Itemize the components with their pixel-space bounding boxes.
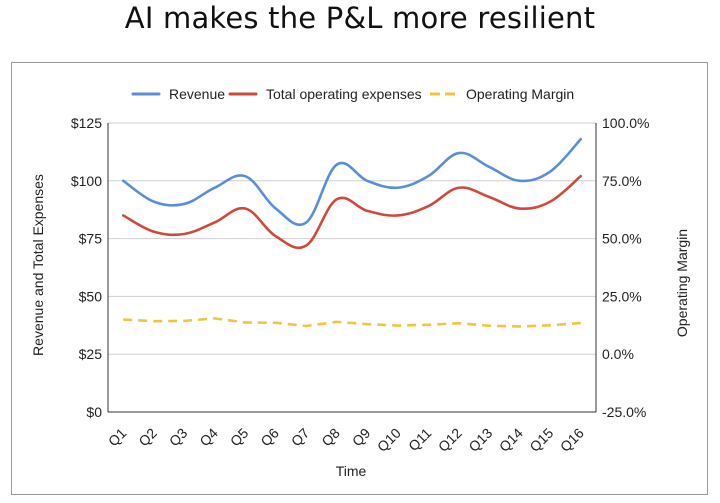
y-tick-label-right: 25.0%: [602, 288, 642, 304]
x-tick-label: Q11: [405, 425, 434, 454]
x-tick-label: Q16: [557, 425, 587, 455]
legend-revenue-label: Revenue: [169, 86, 225, 102]
x-tick-label: Q15: [526, 425, 556, 455]
x-tick-label: Q12: [435, 425, 465, 455]
y-axis-title-left: Revenue and Total Expenses: [30, 174, 46, 356]
y-tick-label-right: 0.0%: [602, 346, 634, 362]
x-tick-label: Q14: [496, 425, 526, 455]
revenue-line: [121, 137, 583, 227]
x-tick-label: Q13: [465, 425, 495, 455]
x-axis-title: Time: [336, 463, 367, 479]
x-tick-label: Q2: [135, 425, 160, 450]
x-tick-label: Q4: [196, 425, 221, 450]
y-tick-label-left: $100: [71, 173, 102, 189]
x-tick-label: Q3: [166, 425, 191, 450]
x-tick-label: Q1: [105, 425, 130, 450]
x-tick-label: Q9: [349, 425, 374, 450]
y-tick-label-left: $25: [79, 346, 103, 362]
x-tick-label: Q10: [374, 425, 404, 455]
gridlines: [108, 122, 596, 355]
legend-expenses-label: Total operating expenses: [266, 86, 422, 102]
x-tick-label: Q5: [227, 425, 252, 450]
y-tick-label-right: 50.0%: [602, 231, 642, 247]
y-tick-label-left: $125: [71, 115, 102, 131]
y-tick-label-right: 100.0%: [602, 115, 649, 131]
y-tick-label-right: -25.0%: [602, 404, 646, 420]
operating-margin-line: [123, 317, 581, 328]
legend-operating-margin-label: Operating Margin: [466, 86, 574, 102]
y-tick-label-right: 75.0%: [602, 173, 642, 189]
x-tick-label: Q6: [257, 425, 282, 450]
y-tick-label-left: $75: [79, 231, 103, 247]
x-tick-label: Q8: [318, 425, 343, 450]
y-tick-label-left: $0: [86, 404, 102, 420]
legend: Revenue Total operating expenses Operating…: [131, 86, 574, 102]
series-lines: [121, 137, 583, 328]
expenses-line: [121, 174, 583, 250]
axes: $0 $25 $50 $75 $100 $125 -25.0% 0.0% 25.0% 50.0% 7…: [71, 115, 650, 455]
x-tick-label: Q7: [288, 425, 313, 450]
y-tick-label-left: $50: [79, 288, 103, 304]
y-axis-title-right: Operating Margin: [674, 229, 690, 337]
page-title: AI makes the P&L more resilient: [124, 1, 596, 35]
chart-frame: [11, 62, 708, 495]
